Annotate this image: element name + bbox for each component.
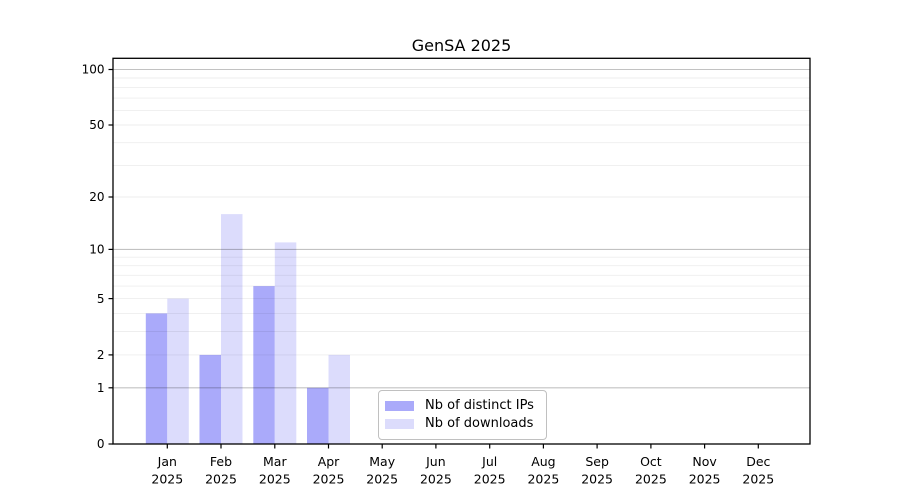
y-tick-label: 0 (97, 437, 105, 451)
bar-downloads-apr (328, 354, 350, 444)
bars-group (145, 214, 350, 444)
x-tick-label-month: Jun (425, 454, 446, 469)
bar-distinct-ips-feb (199, 354, 221, 444)
x-tick-label-year: 2025 (689, 472, 721, 487)
x-tick-label-month: Apr (318, 454, 340, 469)
y-tick-label: 5 (97, 292, 105, 306)
bar-downloads-jan (167, 298, 189, 444)
x-tick-label-year: 2025 (313, 472, 345, 487)
y-tick-label: 50 (89, 118, 104, 132)
x-tick-label-year: 2025 (366, 472, 398, 487)
y-axis: 0 1 2 5 10 20 50 100 (82, 63, 113, 451)
x-tick-label-year: 2025 (474, 472, 506, 487)
x-tick-label-year: 2025 (635, 472, 667, 487)
x-tick-label-month: Nov (692, 454, 717, 469)
gridlines-group (113, 68, 810, 389)
legend-label-downloads: Nb of downloads (425, 416, 534, 431)
y-tick-label: 20 (89, 190, 104, 204)
y-tick-label: 1 (97, 381, 105, 395)
bar-distinct-ips-mar (253, 286, 275, 444)
x-tick-label-month: May (369, 454, 395, 469)
x-tick-label-year: 2025 (151, 472, 183, 487)
x-tick-label-month: Mar (263, 454, 287, 469)
x-tick-label-month: Sep (585, 454, 609, 469)
chart-title: GenSA 2025 (412, 36, 512, 55)
y-tick-label: 100 (82, 63, 105, 77)
x-tick-label-month: Jul (481, 454, 497, 469)
axis-frame (112, 57, 811, 445)
x-tick-label-year: 2025 (259, 472, 291, 487)
x-tick-label-year: 2025 (205, 472, 237, 487)
x-tick-label-month: Feb (210, 454, 232, 469)
x-tick-label-year: 2025 (527, 472, 559, 487)
y-tick-label: 10 (89, 243, 104, 257)
bar-distinct-ips-jan (145, 313, 168, 444)
legend: Nb of distinct IPs Nb of downloads (378, 390, 547, 440)
y-tick-label: 2 (97, 348, 105, 362)
legend-label-distinct-ips: Nb of distinct IPs (425, 398, 534, 413)
legend-swatch-downloads (385, 419, 414, 429)
legend-swatch-distinct-ips (385, 401, 414, 411)
x-tick-label-month: Jan (157, 454, 177, 469)
bar-downloads-mar (274, 242, 297, 444)
x-tick-label-year: 2025 (742, 472, 774, 487)
x-tick-label-month: Dec (746, 454, 770, 469)
legend-item-downloads: Nb of downloads (385, 415, 542, 433)
x-axis: Jan 2025 Feb 2025 Mar 2025 Apr 2025 May 2025 Jun 20… (151, 444, 774, 487)
x-tick-label-month: Oct (640, 454, 662, 469)
bar-downloads-feb (221, 214, 243, 444)
plot-area: 0 1 2 5 10 20 50 100 Jan 2025 Feb 2025 Mar 2025 Apr 202… (82, 57, 811, 487)
bar-distinct-ips-apr (307, 387, 329, 444)
x-tick-label-month: Aug (531, 454, 555, 469)
x-tick-label-year: 2025 (581, 472, 613, 487)
legend-item-distinct-ips: Nb of distinct IPs (385, 397, 542, 415)
x-tick-label-year: 2025 (420, 472, 452, 487)
